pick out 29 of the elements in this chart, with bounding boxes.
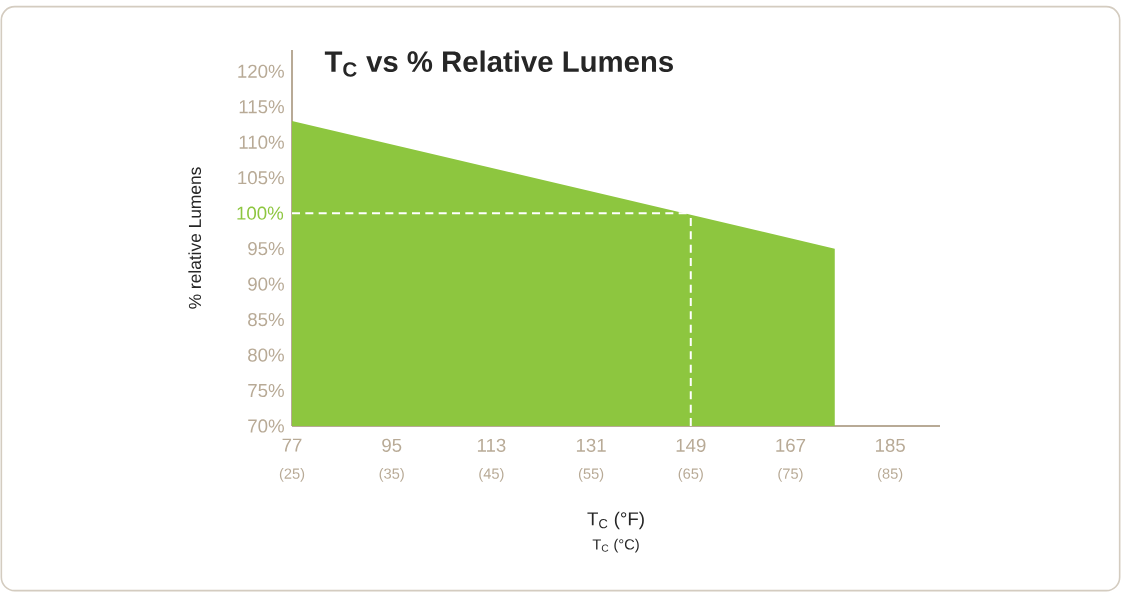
y-tick-label: 75%: [248, 383, 284, 398]
y-tick-label: 120%: [238, 64, 284, 78]
x2-axis-title: T$_{C}$ (°C): [592, 538, 639, 553]
x-tick-label: 167: [776, 438, 806, 452]
y-tick-label: 110%: [239, 135, 284, 149]
x2-tick-label: (65): [678, 468, 703, 482]
x-axis-title: T$_{C}$ (°F): [587, 511, 644, 530]
x2-tick-label: (75): [778, 468, 803, 482]
y-axis-title: % relative Lumens: [188, 167, 202, 309]
x2-tick-label: (55): [578, 468, 604, 482]
x-tick-label: 77: [282, 438, 302, 452]
y-tick-label: 80%: [248, 348, 284, 362]
x-tick-label: 149: [676, 438, 706, 452]
x2-tick-label: (25): [279, 468, 305, 482]
y-tick-label: 70%: [248, 419, 284, 433]
y-tick-label: 115%: [239, 100, 284, 114]
x-tick-label: 131: [576, 438, 606, 452]
x-tick-label: 185: [876, 438, 905, 452]
y-tick-label: 90%: [248, 277, 284, 291]
x2-tick-label: (85): [878, 468, 903, 482]
chart-title: T$_{C}$ vs % Relative Lumens: [324, 50, 673, 77]
x-tick-label: 95: [382, 438, 402, 452]
x-tick-label: 113: [477, 438, 506, 452]
y-tick-label: 85%: [248, 312, 284, 327]
y-tick-label: 95%: [248, 242, 284, 256]
y-tick-label: 105%: [238, 171, 284, 185]
ref-line-label: 100%: [237, 206, 284, 220]
x2-tick-label: (45): [479, 468, 504, 482]
x2-tick-label: (35): [379, 468, 404, 482]
